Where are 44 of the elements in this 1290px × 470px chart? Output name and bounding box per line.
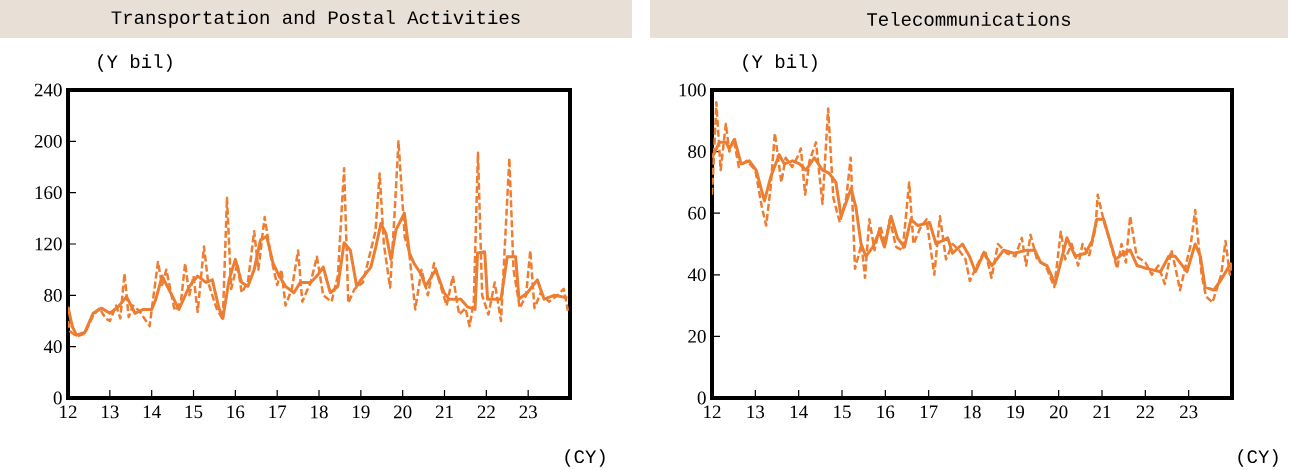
x-tick-label: 13 <box>747 405 765 419</box>
x-tick-label: 14 <box>790 405 808 419</box>
x-tick-label: 15 <box>185 405 203 419</box>
y-axis-title: (Y bil) <box>743 54 817 72</box>
y-tick-label: 40 <box>687 268 706 282</box>
x-axis-title: (CY) <box>1238 449 1278 467</box>
x-tick-label: 17 <box>920 405 938 419</box>
y-tick-label: 0 <box>697 391 706 405</box>
y-tick-label: 40 <box>43 340 62 354</box>
x-tick-label: 23 <box>1180 405 1198 419</box>
chart-title: Telecommunications <box>867 12 1071 26</box>
x-tick-label: 15 <box>834 405 851 419</box>
y-tick-label: 120 <box>35 237 62 251</box>
y-tick-label: 240 <box>34 83 62 97</box>
x-tick-label: 12 <box>60 405 77 419</box>
x-tick-label: 19 <box>353 405 370 419</box>
y-tick-label: 160 <box>35 186 62 200</box>
x-tick-label: 23 <box>519 405 537 419</box>
x-tick-label: 18 <box>964 405 981 419</box>
x-axis-title: (CY) <box>565 449 605 467</box>
x-tick-label: 21 <box>435 405 453 419</box>
x-tick-label: 20 <box>1050 405 1068 419</box>
y-tick-label: 60 <box>688 206 706 220</box>
x-tick-label: 13 <box>102 405 119 419</box>
y-tick-label: 200 <box>34 134 62 148</box>
y-tick-label: 20 <box>688 329 706 343</box>
line-series <box>68 140 570 338</box>
x-tick-label: 12 <box>704 405 721 419</box>
x-tick-label: 14 <box>143 405 161 419</box>
x-tick-label: 21 <box>1093 405 1111 419</box>
x-tick-label: 19 <box>1007 405 1025 419</box>
x-tick-label: 16 <box>877 405 895 419</box>
y-tick-label: 80 <box>688 145 706 158</box>
y-axis-title: (Y bil) <box>98 54 172 72</box>
chart-title: Transportation and Postal Activities <box>111 10 520 28</box>
x-tick-label: 22 <box>477 405 495 419</box>
y-tick-label: 80 <box>44 288 62 302</box>
y-tick-label: 0 <box>53 391 62 405</box>
y-tick-label: 100 <box>679 83 706 97</box>
x-tick-label: 17 <box>269 405 287 419</box>
x-tick-label: 20 <box>394 405 412 419</box>
x-tick-label: 22 <box>1136 405 1154 419</box>
x-tick-label: 16 <box>227 405 245 419</box>
x-tick-label: 18 <box>311 405 328 419</box>
